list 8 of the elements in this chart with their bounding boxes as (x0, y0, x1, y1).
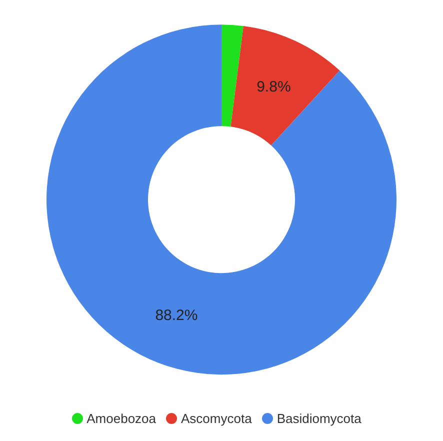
donut-slice (230, 26, 340, 146)
legend-label: Amoebozoa (86, 411, 156, 426)
donut-slice (222, 24, 244, 127)
data-label: 88.2% (155, 306, 198, 324)
data-label: 9.8% (256, 78, 291, 96)
donut-slice (46, 24, 396, 374)
legend-label: Basidiomycota (276, 411, 362, 426)
legend-label: Ascomycota (181, 411, 252, 426)
